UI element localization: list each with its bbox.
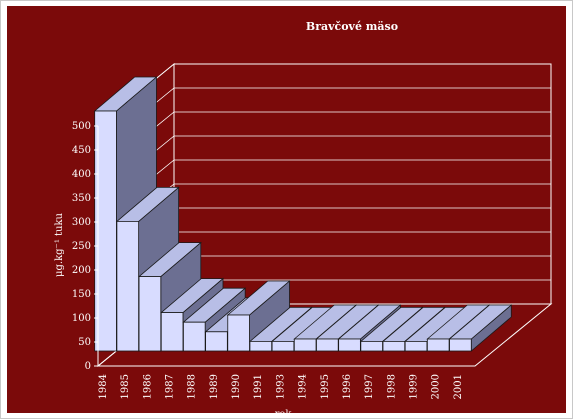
bar-front: [138, 276, 162, 352]
x-tick-label: 1985: [120, 374, 131, 399]
bar-front: [271, 340, 295, 352]
x-tick-label: 1995: [320, 374, 331, 399]
bar-front: [249, 340, 273, 352]
x-tick-label: 1991: [253, 374, 264, 399]
bar-front: [205, 331, 228, 352]
y-tick-label: 150: [72, 289, 91, 300]
chart-title: Bravčové mäso: [306, 20, 398, 33]
bar: [448, 304, 513, 352]
bar-front: [426, 338, 450, 352]
bar-front: [316, 338, 339, 352]
y-tick-label: 100: [72, 313, 91, 324]
bar-front: [116, 220, 140, 352]
x-tick-label: 1998: [386, 374, 397, 399]
x-tick-label: 1997: [364, 374, 375, 399]
x-tick-label: 1987: [165, 374, 176, 399]
x-tick-label: 1986: [142, 374, 153, 399]
y-tick-labels: 0 50 100 150 200 250 300 350 400 450 500: [72, 121, 99, 372]
bar-front: [293, 338, 317, 352]
bars: [93, 76, 513, 352]
y-tick-label: 0: [85, 361, 91, 372]
bar-front: [183, 321, 206, 352]
x-tick-label: 1989: [209, 374, 220, 399]
y-tick-label: 50: [78, 337, 91, 348]
y-tick-label: 450: [72, 145, 91, 156]
y-tick-label: 200: [72, 265, 91, 276]
y-tick-label: 350: [72, 193, 91, 204]
bar-front: [449, 338, 472, 352]
x-tick-label: 1994: [298, 374, 309, 399]
x-tick-label: 1988: [187, 374, 198, 399]
y-tick-label: 300: [72, 217, 91, 228]
x-tick-label: 1990: [231, 374, 242, 399]
bar-front: [404, 340, 428, 352]
bar-front: [227, 314, 250, 352]
x-tick-label: 1993: [275, 374, 286, 399]
y-tick-label: 400: [72, 169, 91, 180]
y-tick-label: 500: [72, 121, 91, 132]
x-tick-label: 2001: [453, 374, 464, 399]
bar-front: [360, 340, 383, 352]
x-tick-label: 1996: [342, 374, 353, 399]
x-tick-label: 2000: [431, 374, 442, 399]
bar-front: [338, 338, 361, 352]
y-tick-label: 250: [72, 241, 91, 252]
x-tick-label: 1999: [408, 374, 419, 399]
bar-front: [382, 340, 406, 352]
bar-front: [94, 110, 117, 352]
y-axis-label: μg.kg⁻¹ tuku: [54, 212, 65, 277]
x-axis-label: rok: [275, 409, 293, 419]
bar-front: [160, 312, 184, 352]
x-tick-labels: 1984 1985 1986 1987 1988 1989 1990 1991 1993 1994…: [98, 374, 464, 399]
x-tick-label: 1984: [98, 374, 109, 399]
